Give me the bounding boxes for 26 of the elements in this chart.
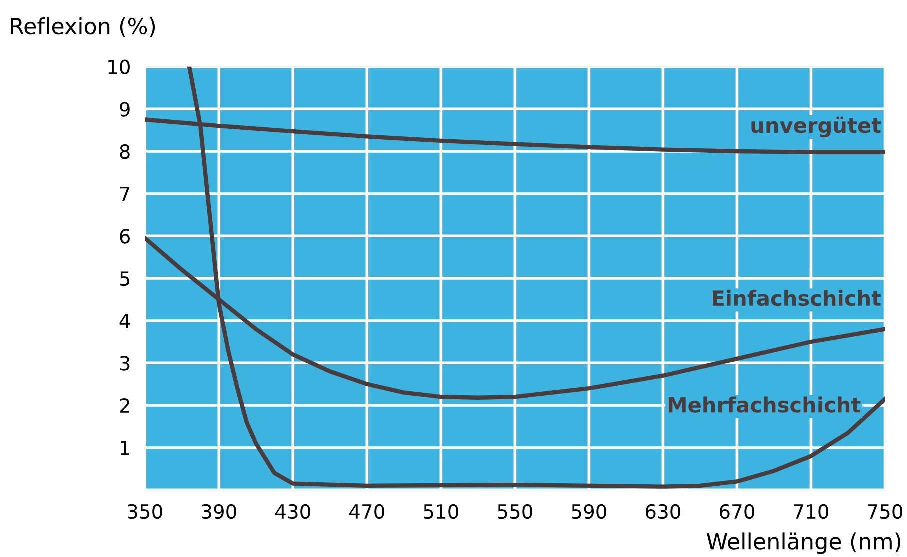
x-tick-label: 350 (128, 504, 162, 520)
y-tick-label: 10 (108, 60, 130, 75)
x-tick-label: 750 (868, 504, 902, 520)
y-tick-label: 4 (120, 314, 130, 328)
series-label: Mehrfachschicht (668, 396, 861, 413)
x-tick-label: 630 (646, 504, 680, 520)
y-tick-label: 5 (120, 272, 130, 286)
x-tick-label: 390 (202, 504, 236, 520)
y-tick-label: 2 (120, 398, 130, 413)
x-tick-label: 710 (794, 504, 828, 520)
x-tick-label: 670 (720, 504, 754, 520)
x-tick-label: 430 (276, 504, 310, 520)
y-tick-label: 7 (120, 187, 130, 202)
x-tick-label: 510 (424, 504, 458, 520)
y-tick-label: 1 (120, 441, 130, 456)
y-tick-label: 9 (120, 102, 130, 117)
x-tick-label: 470 (350, 504, 384, 520)
y-tick-label: 8 (120, 144, 130, 160)
y-tick-label: 3 (120, 356, 130, 371)
series-label: unvergütet (752, 116, 882, 138)
series-label: Einfachschicht (713, 290, 882, 306)
x-axis-title: Wellenlänge (nm) (706, 532, 901, 554)
x-tick-label: 590 (572, 504, 606, 520)
y-axis-title: Reflexion (%) (11, 17, 156, 38)
x-tick-label: 550 (498, 504, 532, 520)
y-tick-label: 6 (120, 229, 130, 244)
